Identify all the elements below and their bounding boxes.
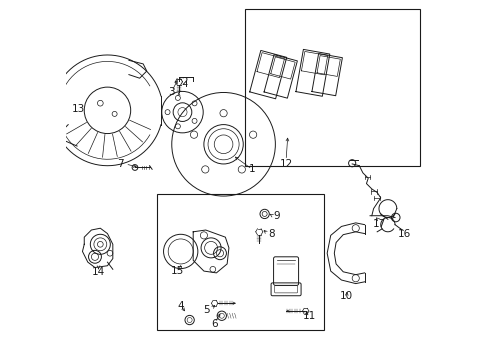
Text: 5: 5	[203, 305, 210, 315]
Text: 8: 8	[269, 229, 275, 239]
Text: 10: 10	[340, 291, 353, 301]
Text: 9: 9	[274, 211, 280, 221]
Text: 11: 11	[303, 311, 316, 321]
Text: 3: 3	[169, 87, 175, 98]
Text: 16: 16	[397, 229, 411, 239]
Text: 6: 6	[211, 319, 218, 329]
Text: 1: 1	[249, 164, 255, 174]
Text: 17: 17	[372, 219, 386, 229]
Bar	[157, 194, 323, 330]
Text: 2: 2	[181, 77, 188, 87]
Text: 14: 14	[92, 267, 105, 277]
Text: 7: 7	[117, 159, 123, 169]
Text: 15: 15	[171, 266, 184, 276]
Bar	[245, 9, 420, 166]
Text: 4: 4	[177, 301, 184, 311]
Text: 12: 12	[279, 159, 293, 169]
Text: 13: 13	[72, 104, 86, 113]
